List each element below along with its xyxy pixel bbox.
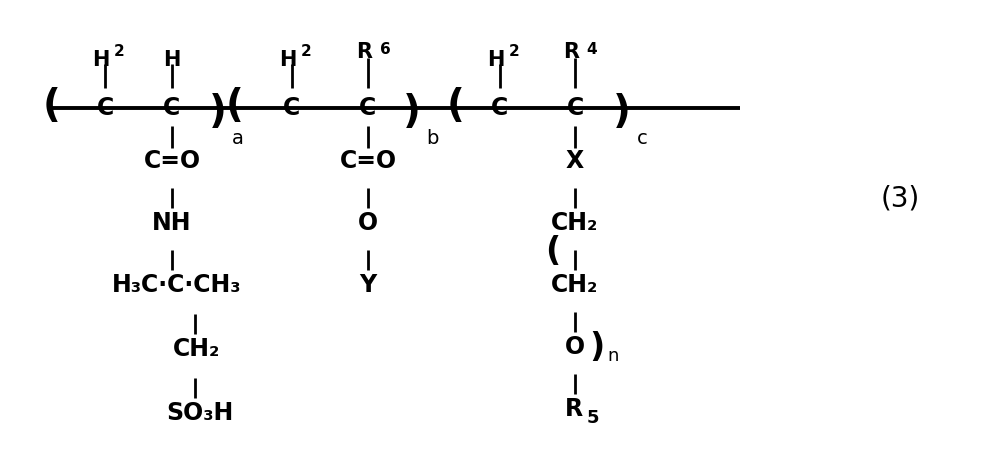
Text: NH: NH bbox=[152, 211, 192, 235]
Text: H: H bbox=[163, 50, 181, 70]
Text: C: C bbox=[359, 96, 377, 120]
Text: n: n bbox=[607, 347, 619, 365]
Text: SO₃H: SO₃H bbox=[166, 401, 234, 425]
Text: 5: 5 bbox=[587, 409, 599, 427]
Text: C=O: C=O bbox=[339, 149, 397, 173]
Text: (: ( bbox=[447, 87, 465, 125]
Text: H: H bbox=[279, 50, 297, 70]
Text: b: b bbox=[426, 129, 438, 148]
Text: ): ) bbox=[589, 331, 605, 363]
Text: R: R bbox=[356, 42, 372, 62]
Text: Y: Y bbox=[359, 273, 377, 297]
Text: a: a bbox=[232, 129, 244, 148]
Text: X: X bbox=[566, 149, 584, 173]
Text: R: R bbox=[563, 42, 579, 62]
Text: C: C bbox=[283, 96, 301, 120]
Text: H₃C·C·CH₃: H₃C·C·CH₃ bbox=[112, 273, 242, 297]
Text: 2: 2 bbox=[509, 44, 519, 58]
Text: 2: 2 bbox=[114, 44, 124, 58]
Text: C: C bbox=[96, 96, 114, 120]
Text: O: O bbox=[358, 211, 378, 235]
Text: H: H bbox=[487, 50, 505, 70]
Text: 6: 6 bbox=[380, 43, 390, 57]
Text: (: ( bbox=[226, 87, 244, 125]
Text: CH₂: CH₂ bbox=[551, 211, 599, 235]
Text: (: ( bbox=[43, 87, 61, 125]
Text: C=O: C=O bbox=[143, 149, 201, 173]
Text: 4: 4 bbox=[587, 43, 597, 57]
Text: R: R bbox=[565, 397, 583, 421]
Text: (3): (3) bbox=[880, 184, 920, 212]
Text: C: C bbox=[566, 96, 584, 120]
Text: C: C bbox=[491, 96, 509, 120]
Text: CH₂: CH₂ bbox=[551, 273, 599, 297]
Text: ): ) bbox=[209, 93, 227, 131]
Text: C: C bbox=[163, 96, 181, 120]
Text: c: c bbox=[637, 129, 647, 148]
Text: ): ) bbox=[613, 93, 631, 131]
Text: CH₂: CH₂ bbox=[173, 337, 221, 361]
Text: H: H bbox=[92, 50, 110, 70]
Text: (: ( bbox=[545, 234, 561, 268]
Text: O: O bbox=[565, 335, 585, 359]
Text: 2: 2 bbox=[301, 44, 311, 58]
Text: ): ) bbox=[403, 93, 421, 131]
